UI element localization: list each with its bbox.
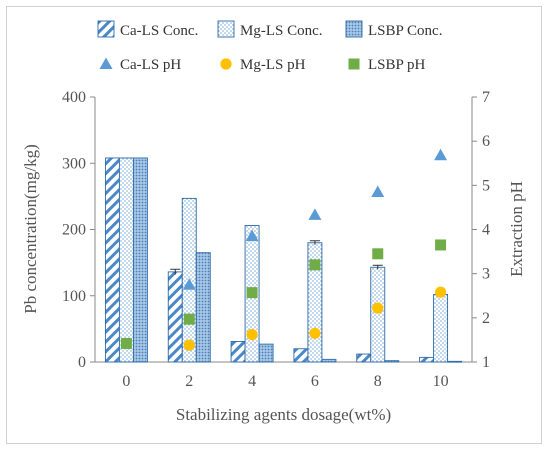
bar [195, 252, 211, 363]
point [371, 185, 385, 197]
point [183, 313, 195, 325]
y-tick-label: 0 [78, 354, 86, 371]
y2-tick-label: 2 [482, 310, 490, 327]
point [309, 327, 321, 339]
point [182, 278, 196, 290]
bar [132, 157, 148, 363]
bar [384, 360, 400, 363]
legend-swatch [345, 20, 363, 38]
point [245, 229, 259, 242]
point [372, 248, 384, 260]
x-tick-label: 8 [374, 373, 382, 390]
y2-tick-label: 7 [482, 89, 490, 106]
y2-tick-label: 1 [482, 354, 490, 371]
bar [356, 353, 372, 363]
y2-tick-label: 5 [482, 177, 490, 194]
x-tick-label: 0 [122, 373, 130, 390]
bar [118, 157, 134, 363]
x-tick-label: 4 [248, 373, 256, 390]
bar [104, 157, 120, 363]
legend-marker [348, 58, 360, 70]
legend-label: Ca-LS Conc. [120, 23, 198, 39]
point [246, 287, 258, 299]
point [308, 208, 322, 220]
y-tick-label: 300 [62, 155, 86, 172]
bar [167, 271, 183, 363]
legend-label: Ca-LS pH [120, 57, 181, 73]
point [372, 302, 384, 314]
y-tick-label: 200 [62, 222, 86, 239]
legend: Ca-LS Conc. Mg-LS Conc. LSBP Conc. Ca-LS pH… [97, 20, 442, 73]
point [246, 329, 258, 341]
x-ticks: 0 2 4 6 8 10 [122, 373, 448, 390]
legend-swatch [97, 20, 115, 38]
x-axis-label: Stabilizing agents dosage(wt%) [176, 405, 391, 424]
x-tick-label: 2 [185, 373, 193, 390]
legend-label: LSBP Conc. [368, 23, 442, 39]
point [309, 259, 321, 271]
legend-marker [99, 57, 113, 69]
bar [419, 356, 435, 363]
bar [433, 293, 449, 363]
bar [230, 341, 246, 363]
y2-tick-label: 3 [482, 266, 490, 283]
bars [104, 157, 463, 363]
x-tick-label: 10 [433, 373, 449, 390]
y2-axis-label: Extraction pH [507, 181, 526, 277]
point [434, 286, 447, 298]
y2-tick-label: 4 [482, 222, 490, 239]
y-ticks: 0 100 200 300 400 [62, 89, 95, 371]
point [435, 239, 447, 251]
y2-tick-label: 6 [482, 133, 490, 150]
points [120, 148, 448, 351]
bar [370, 266, 386, 363]
y-tick-label: 100 [62, 288, 86, 305]
y2-ticks: 1 2 3 4 5 6 7 [472, 89, 490, 371]
legend-swatch [217, 20, 235, 38]
point [434, 148, 448, 161]
bar [258, 343, 274, 363]
legend-label: Mg-LS pH [240, 57, 306, 73]
y-tick-label: 400 [62, 89, 86, 106]
bar [447, 360, 463, 363]
bar [321, 358, 337, 363]
x-tick-label: 6 [311, 373, 319, 390]
legend-marker [220, 58, 232, 70]
bar [293, 348, 309, 363]
y-axis-label: Pb concentration(mg/kg) [21, 144, 40, 314]
point [120, 337, 132, 349]
point [183, 339, 195, 351]
legend-label: Mg-LS Conc. [240, 23, 323, 39]
legend-label: LSBP pH [368, 57, 426, 73]
